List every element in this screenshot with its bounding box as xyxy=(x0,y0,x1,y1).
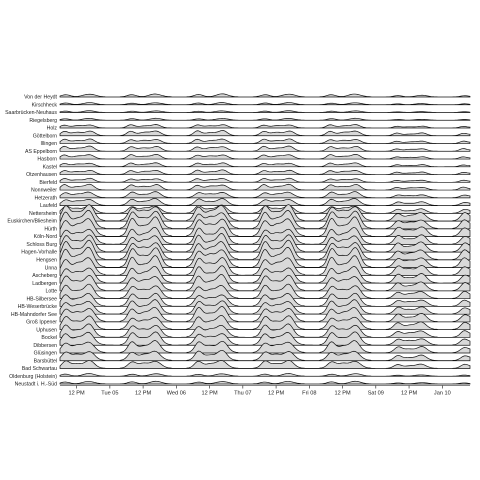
ridge-14 xyxy=(59,191,471,199)
ridge-24 xyxy=(59,255,471,276)
row-label: Neustadt i. H.-Süd xyxy=(15,382,57,388)
x-tick-label: 12 PM xyxy=(334,391,351,397)
x-tick-label: 12 PM xyxy=(401,391,418,397)
row-label: Laufeld xyxy=(40,203,57,209)
ridge-12 xyxy=(59,177,471,183)
x-tick-label: 12 PM xyxy=(135,391,152,397)
ridge-28 xyxy=(59,292,471,307)
ridge-27 xyxy=(59,283,471,300)
ridge-26 xyxy=(59,274,471,292)
ridge-18 xyxy=(59,210,471,230)
ridge-33 xyxy=(59,331,471,346)
row-label: Riegelsberg xyxy=(29,118,57,124)
row-label: Dibbersen xyxy=(33,343,57,349)
ridge-11 xyxy=(59,169,471,175)
x-tick-label: 12 PM xyxy=(69,391,86,397)
row-label: Oldenburg (Holstein) xyxy=(9,374,57,380)
row-label: Glüsingen xyxy=(34,351,57,357)
ridge-7 xyxy=(59,138,471,144)
x-axis: 12 PM Tue 05 12 PM Wed 06 12 PM Thu 07 12 PM Fr… xyxy=(60,385,470,397)
row-label: Unna xyxy=(45,265,58,271)
row-label: Holz xyxy=(47,126,58,132)
x-tick-label: Wed 06 xyxy=(167,391,186,397)
row-label: Nonnweiler xyxy=(31,188,57,194)
row-label: Hengsen xyxy=(36,257,57,263)
ridge-10 xyxy=(59,162,471,168)
row-label: Ascheberg xyxy=(32,273,57,279)
row-label: Barsbüttel xyxy=(34,358,57,364)
x-tick-label: Sat 09 xyxy=(368,391,384,397)
ridges-group xyxy=(59,93,471,385)
ridge-35 xyxy=(59,349,471,362)
row-label: Kirschheck xyxy=(32,102,58,108)
row-label: Hetzerath xyxy=(35,195,58,201)
ridge-19 xyxy=(59,216,471,237)
x-tick-label: Jan 10 xyxy=(434,391,451,397)
row-label: HB-Weserbrücke xyxy=(18,304,58,310)
row-label: AS Eppelborn xyxy=(25,149,57,155)
ridge-15 xyxy=(59,198,471,206)
ridge-2 xyxy=(59,102,471,106)
row-label: Bierfeld xyxy=(39,180,57,186)
x-tick-label: Tue 05 xyxy=(101,391,118,397)
row-label: Hürth xyxy=(44,226,57,232)
row-label: HB-Mahndorfer See xyxy=(11,312,57,318)
ridge-37 xyxy=(59,373,471,377)
ridge-25 xyxy=(59,265,471,284)
row-label: Otzenhausen xyxy=(26,172,57,178)
row-label: HB-Silbersee xyxy=(26,296,57,302)
ridge-34 xyxy=(59,340,471,354)
ridge-36 xyxy=(59,360,471,369)
ridge-29 xyxy=(59,299,471,315)
row-label: Bad Schwartau xyxy=(22,366,57,372)
row-label: Ladbergen xyxy=(32,281,57,287)
ridge-30 xyxy=(59,306,471,323)
row-label: Bockel xyxy=(41,335,57,341)
ridge-6 xyxy=(59,130,471,137)
row-label: Lotte xyxy=(45,289,57,295)
ridge-1 xyxy=(59,93,471,98)
ridge-5 xyxy=(59,124,471,129)
row-label: Uphusen xyxy=(36,327,57,333)
ridge-38 xyxy=(59,380,471,385)
row-label: Nettersheim xyxy=(29,211,57,217)
ridge-3 xyxy=(59,110,471,113)
x-tick-label: 12 PM xyxy=(202,391,219,397)
row-label: Von der Heydt xyxy=(24,95,57,101)
row-label: Saarbrücken-Neuhaus xyxy=(5,110,57,116)
ridge-32 xyxy=(59,323,471,338)
row-label: Hagen-Vorhalle xyxy=(21,250,57,256)
x-tick-label: 12 PM xyxy=(268,391,285,397)
ridge-13 xyxy=(59,183,471,191)
row-label: Groß Ippener xyxy=(26,320,57,326)
row-label: Köln-Nord xyxy=(34,234,57,240)
x-tick-label: Fri 08 xyxy=(302,391,316,397)
ridge-8 xyxy=(59,145,471,152)
row-label: Kastel xyxy=(43,164,57,170)
ridge-4 xyxy=(59,117,471,121)
row-label: Schloss Burg xyxy=(26,242,57,248)
row-label: Illingen xyxy=(41,141,58,147)
row-label: Göttelborn xyxy=(33,133,57,139)
row-label: Hasborn xyxy=(37,157,57,163)
ridge-31 xyxy=(59,315,471,331)
row-label: Euskirchen/Bliesheim xyxy=(7,219,57,225)
x-tick-label: Thu 07 xyxy=(234,391,251,397)
ridge-9 xyxy=(59,153,471,160)
ridge-23 xyxy=(59,246,471,268)
